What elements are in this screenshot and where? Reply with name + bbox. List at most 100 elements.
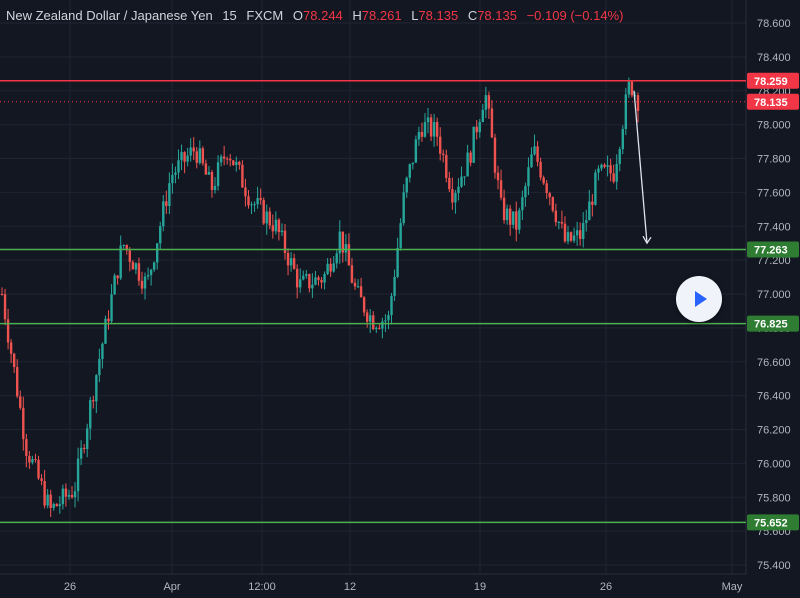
price-tick-label: 75.400 [757,560,791,572]
close-label: C [467,8,478,23]
candle-body [174,172,177,175]
close-value: 78.135 [477,8,517,23]
candle-body [256,198,259,205]
time-tick-label: Apr [163,581,180,593]
candle-body [582,222,585,239]
price-tick-label: 76.200 [757,425,791,437]
candle-body [384,320,387,322]
candle-body [192,147,195,152]
candle-body [502,197,506,221]
candle-body [140,280,144,289]
interval-label[interactable]: 15 [222,8,237,23]
change-value: −0.109 (−0.14%) [526,8,624,23]
candle-body [101,343,104,360]
candle-body [575,230,579,236]
candle-body [238,161,241,165]
candle-body [499,180,503,198]
symbol-name[interactable]: New Zealand Dollar / Japanese Yen [6,8,213,23]
candle-body [442,153,445,155]
candle-body [235,161,238,166]
candle-body [329,263,332,272]
candle-body [155,243,159,263]
candle-body [168,183,171,207]
candle-body [219,156,223,163]
candle-body [609,165,612,174]
candle-body [505,208,509,221]
candle-body [435,122,439,137]
price-tick-label: 78.600 [757,18,791,30]
exchange-label: FXCM [246,8,284,23]
price-tick-label: 76.000 [757,458,791,470]
candle-body [207,172,211,175]
candle-body [58,504,62,507]
candle-body [512,211,515,225]
candle-body [454,192,457,203]
candle-body [600,164,603,169]
candle-body [268,211,271,226]
candle-body [286,252,290,266]
candle-body [232,160,235,166]
candle-body [43,481,46,506]
candle-body [73,491,77,498]
price-level-badge [747,241,799,258]
candle-body [563,223,567,242]
candle-body [162,201,165,227]
candle-body [274,219,278,232]
candle-body [308,274,311,289]
candle-body [225,158,229,160]
play-icon [695,291,707,307]
candle-body [533,146,536,155]
candle-body [417,131,421,140]
candle-body [31,459,34,463]
candle-body [578,230,582,239]
candle-body [545,183,548,194]
candle-body [603,164,606,167]
high-value: 78.261 [361,8,402,23]
candle-body [618,149,621,164]
candle-body [369,315,372,322]
price-level-label: 76.825 [754,319,788,331]
candle-body [125,245,128,251]
candle-body [204,163,208,175]
candle-body [76,458,80,492]
candle-body [399,223,402,249]
candle-body [52,504,55,509]
candle-body [527,167,530,187]
candle-body [393,276,396,296]
candle-body [82,447,86,450]
candle-body [472,126,475,163]
candle-body [508,208,512,225]
candle-body [22,407,25,440]
chart-header: New Zealand Dollar / Japanese Yen 15 FXC… [6,8,623,23]
candle-body [365,312,369,322]
candle-body [299,279,302,288]
candle-body [539,161,542,178]
candle-body [222,156,226,159]
candle-body [536,146,539,162]
candle-body [247,196,250,206]
candle-body [34,459,37,461]
candle-body [61,488,65,505]
play-button[interactable] [676,276,722,322]
candle-body [408,164,411,178]
candle-body [183,152,186,162]
candle-body [198,148,201,163]
candle-body [46,494,49,506]
candle-body [92,400,95,402]
projection-arrow-line[interactable] [633,90,648,244]
candle-body [557,221,561,223]
candle-body [113,275,116,295]
candle-body [323,273,326,283]
candle-body [606,165,609,167]
candle-body [201,148,205,164]
projection-arrow-head [642,235,652,245]
candle-body [311,284,314,289]
candle-body [89,400,92,429]
candle-body [432,122,436,137]
candle-body [588,201,591,221]
candle-body [585,220,588,223]
candle-body [375,327,378,330]
candle-body [98,359,101,376]
